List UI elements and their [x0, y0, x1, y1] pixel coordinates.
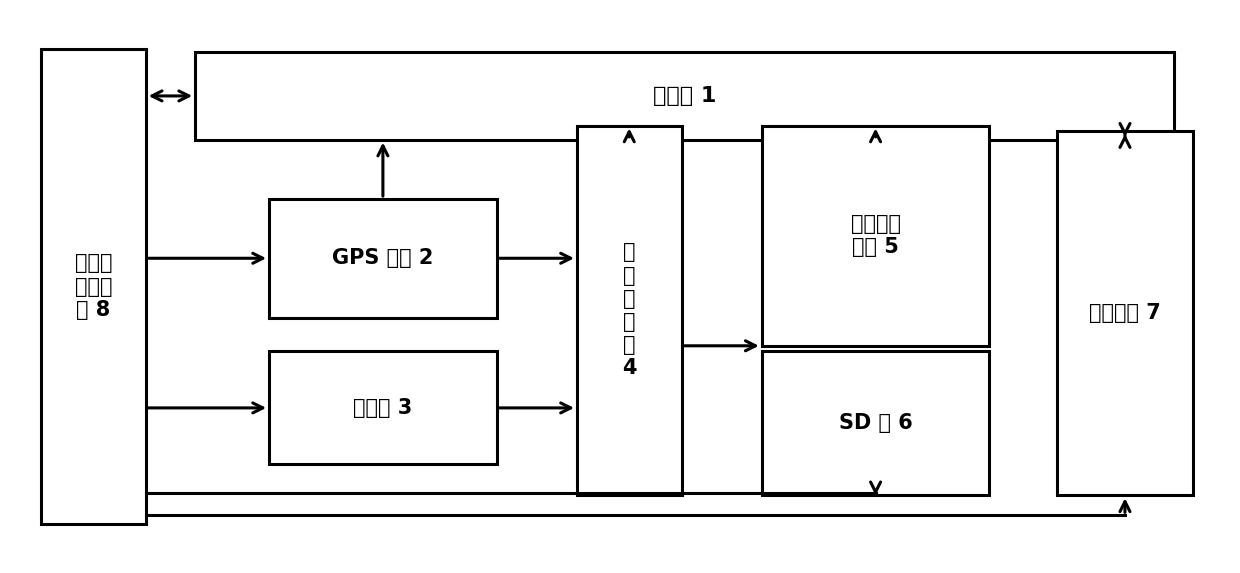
Bar: [195, 52, 1174, 140]
Text: 蓝牙模块 7: 蓝牙模块 7: [1089, 303, 1161, 323]
Text: 多
路
选
择
器
4: 多 路 选 择 器 4: [622, 242, 636, 379]
Text: GPS 模块 2: GPS 模块 2: [332, 248, 434, 268]
Bar: [41, 49, 146, 524]
Text: 锂电池
供电电
路 8: 锂电池 供电电 路 8: [74, 253, 112, 320]
Text: SD 卡 6: SD 卡 6: [838, 414, 913, 433]
Bar: [269, 199, 497, 317]
Bar: [269, 351, 497, 464]
Text: 拾音器 3: 拾音器 3: [353, 398, 413, 418]
Bar: [761, 125, 990, 346]
Bar: [577, 125, 682, 496]
Text: 单片机 1: 单片机 1: [653, 86, 717, 106]
Bar: [1058, 131, 1193, 496]
Text: 录音存储
模块 5: 录音存储 模块 5: [851, 214, 900, 257]
Bar: [761, 351, 990, 496]
